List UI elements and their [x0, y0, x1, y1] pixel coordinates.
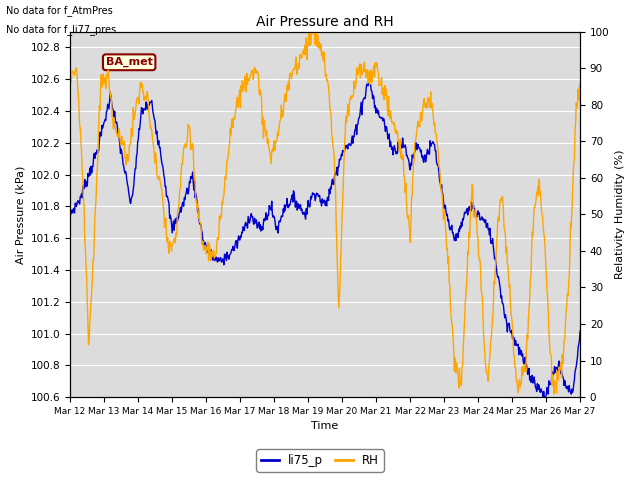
Text: No data for f_li77_pres: No data for f_li77_pres [6, 24, 116, 35]
Text: BA_met: BA_met [106, 57, 152, 67]
Text: No data for f_AtmPres: No data for f_AtmPres [6, 5, 113, 16]
Legend: li75_p, RH: li75_p, RH [256, 449, 384, 472]
Y-axis label: Relativity Humidity (%): Relativity Humidity (%) [615, 150, 625, 279]
X-axis label: Time: Time [312, 421, 339, 432]
Title: Air Pressure and RH: Air Pressure and RH [256, 15, 394, 29]
Y-axis label: Air Pressure (kPa): Air Pressure (kPa) [15, 165, 25, 264]
